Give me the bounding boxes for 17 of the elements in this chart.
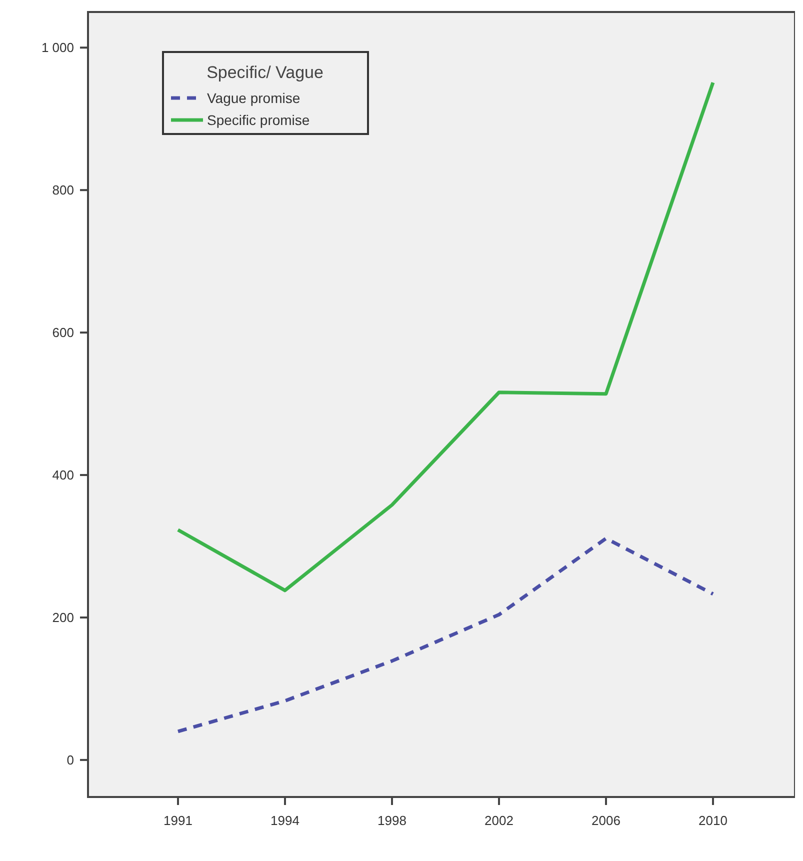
x-tick-label: 1991 [164,813,192,828]
y-tick-label: 200 [52,610,74,626]
y-tick-label: 800 [52,182,74,198]
x-tick-label: 2010 [698,813,728,828]
x-tick-label: 2006 [592,813,620,828]
legend-label: Specific promise [207,112,310,128]
y-tick-label: 400 [52,468,74,483]
line-series [176,536,715,734]
legend-label: Vague promise [207,90,300,106]
legend-title: Specific/ Vague [206,63,324,82]
line-series [176,80,715,592]
y-tick-label: 600 [52,325,74,340]
y-tick-label: 1 000 [41,40,74,56]
x-tick-label: 2002 [484,813,514,828]
x-tick-label: 1994 [270,813,300,828]
y-tick-label: 0 [66,752,74,768]
x-tick-label: 1998 [378,813,406,828]
